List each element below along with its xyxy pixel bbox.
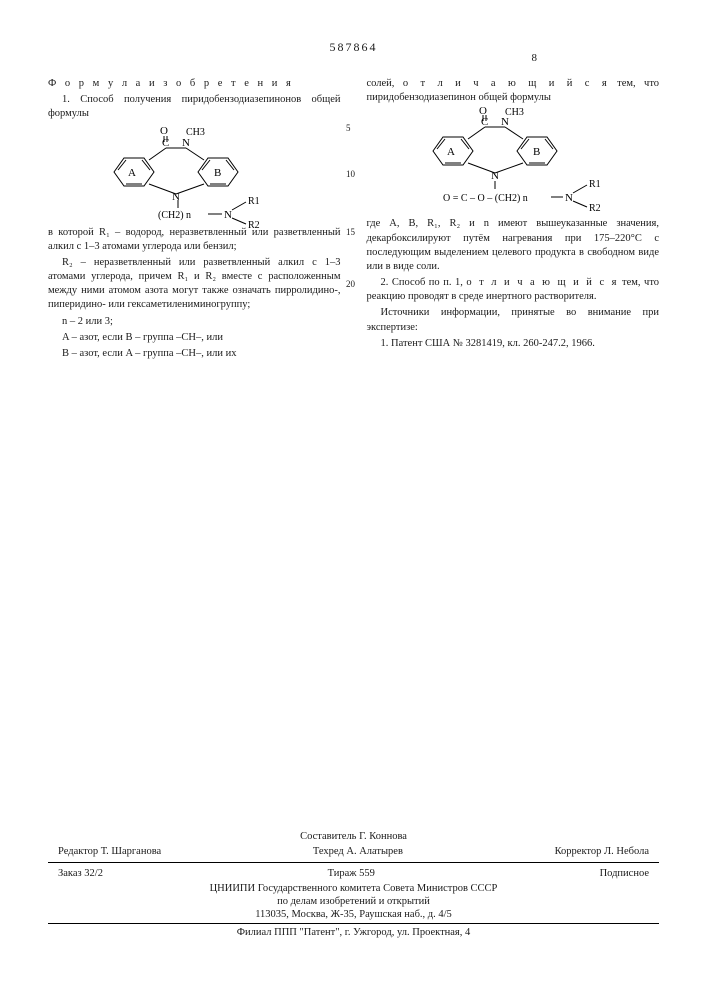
- right-column: солей, о т л и ч а ю щ и й с я тем, что …: [363, 77, 660, 363]
- where-r1: в которой R₁ – водород, неразветвленный …: [48, 226, 341, 254]
- org-line-2: по делам изобретений и открытий: [48, 896, 659, 907]
- svg-text:O = C – O – (CH2) n: O = C – O – (CH2) n: [443, 193, 528, 204]
- where-r2: R₂ – неразветвленный или разветвленный а…: [48, 256, 341, 313]
- divider: [48, 862, 659, 863]
- patent-number: 587864: [48, 40, 659, 55]
- svg-text:B: B: [214, 167, 221, 179]
- staff-row: Редактор Т. Шарганова Техред А. Алатырев…: [48, 844, 659, 859]
- branch: Филиал ППП "Патент", г. Ужгород, ул. Про…: [48, 927, 659, 938]
- subscription: Подписное: [600, 868, 649, 879]
- order-number: Заказ 32/2: [58, 868, 103, 879]
- line-marker: 10: [346, 169, 355, 179]
- print-row: Заказ 32/2 Тираж 559 Подписное: [48, 866, 659, 881]
- svg-text:C: C: [481, 116, 488, 128]
- svg-text:N: N: [491, 170, 499, 182]
- colophon: Составитель Г. Коннова Редактор Т. Шарга…: [48, 829, 659, 940]
- claims-heading: Ф о р м у л а и з о б р е т е н и я: [48, 77, 341, 91]
- techred: Техред А. Алатырев: [313, 846, 403, 857]
- svg-text:N: N: [182, 137, 190, 149]
- chemical-formula-1: A B C O N CH3: [94, 128, 294, 220]
- claim-2: 2. Способ по п. 1, о т л и ч а ю щ и й с…: [367, 276, 660, 304]
- compiler: Составитель Г. Коннова: [48, 831, 659, 842]
- svg-text:R2: R2: [589, 203, 601, 214]
- divider: [48, 923, 659, 924]
- svg-text:N: N: [224, 209, 232, 221]
- tirage: Тираж 559: [328, 868, 375, 879]
- editor: Редактор Т. Шарганова: [58, 846, 161, 857]
- formula-2-svg: A B C O N CH3 N: [413, 111, 633, 211]
- emphasis: о т л и ч а ю щ и й с я: [403, 78, 609, 89]
- svg-text:R2: R2: [248, 220, 260, 231]
- line-marker: 15: [346, 227, 355, 237]
- left-column: Ф о р м у л а и з о б р е т е н и я 1. С…: [48, 77, 345, 363]
- claim-1-body: где A, B, R₁, R₂ и n имеют вышеуказанные…: [367, 217, 660, 274]
- svg-text:A: A: [128, 167, 136, 179]
- line-marker: 20: [346, 279, 355, 289]
- svg-text:R1: R1: [248, 196, 260, 207]
- corrector: Корректор Л. Небола: [555, 846, 649, 857]
- address: 113035, Москва, Ж-35, Раушская наб., д. …: [48, 909, 659, 920]
- formula-1-svg: A B C O N CH3: [94, 128, 294, 220]
- claim-1-intro: 1. Способ получения пиридобензодиазепино…: [48, 93, 341, 121]
- svg-text:B: B: [533, 146, 540, 158]
- svg-text:O: O: [160, 125, 168, 137]
- emphasis: о т л и ч а ю щ и й с я: [466, 277, 618, 288]
- sources-heading: Источники информации, принятые во вниман…: [367, 306, 660, 334]
- svg-text:CH3: CH3: [186, 127, 205, 138]
- two-column-body: 5 10 15 20 Ф о р м у л а и з о б р е т е…: [48, 77, 659, 363]
- text-frag: солей,: [367, 78, 403, 89]
- claim-1-cont: солей, о т л и ч а ю щ и й с я тем, что …: [367, 77, 660, 105]
- svg-text:N: N: [565, 192, 573, 204]
- chemical-formula-2: A B C O N CH3 N: [413, 111, 613, 211]
- svg-text:R1: R1: [589, 179, 601, 190]
- svg-text:C: C: [162, 137, 169, 149]
- svg-text:(CH2) n: (CH2) n: [158, 210, 191, 221]
- org-line-1: ЦНИИПИ Государственного комитета Совета …: [48, 883, 659, 894]
- where-n: n – 2 или 3;: [48, 315, 341, 329]
- where-b: B – азот, если A – группа –CH–, или их: [48, 347, 341, 361]
- svg-text:CH3: CH3: [505, 107, 524, 118]
- line-marker: 5: [346, 123, 351, 133]
- svg-text:A: A: [447, 146, 455, 158]
- where-a: A – азот, если B – группа –CH–, или: [48, 331, 341, 345]
- text-frag: 2. Способ по п. 1,: [381, 277, 467, 288]
- page-number: 8: [532, 52, 538, 64]
- svg-text:N: N: [172, 191, 180, 203]
- reference-1: 1. Патент США № 3281419, кл. 260-247.2, …: [367, 337, 660, 351]
